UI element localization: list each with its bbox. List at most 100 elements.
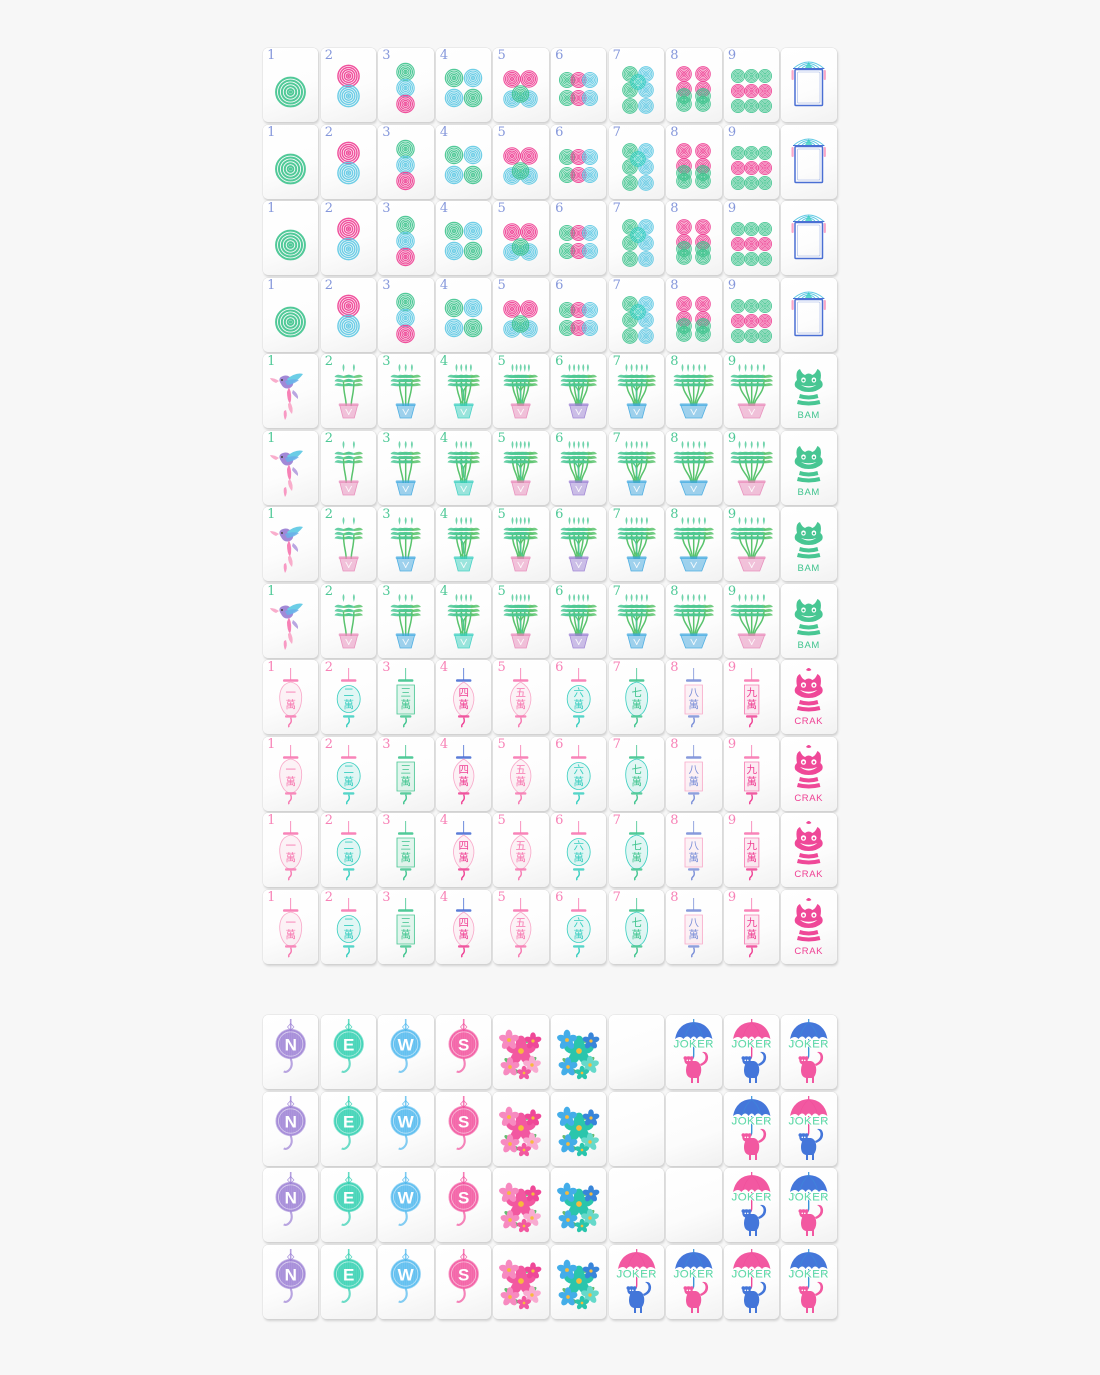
tile-cell[interactable]: 8 八 萬 [665, 659, 723, 736]
tile-cell[interactable]: N [262, 1014, 320, 1091]
tile-cell[interactable]: 1 [262, 353, 320, 430]
tile-cell[interactable]: 6 [550, 583, 608, 660]
mahjong-tile-craks-9[interactable]: 9 九 萬 [723, 736, 780, 811]
mahjong-tile-dots-5[interactable]: 5 [493, 124, 549, 199]
tile-cell[interactable]: 5 [492, 430, 550, 507]
mahjong-tile-dots-white-dragon[interactable] [781, 48, 837, 123]
tile-cell[interactable] [492, 1091, 550, 1168]
mahjong-tile-dots-2[interactable]: 2 [320, 277, 377, 352]
mahjong-tile-dots-6[interactable]: 6 [551, 277, 607, 352]
tile-cell[interactable]: 9 九 萬 [723, 889, 781, 966]
mahjong-tile-dots-1[interactable]: 1 [263, 277, 319, 352]
tile-cell[interactable]: 6 六 萬 [550, 812, 608, 889]
tile-cell[interactable]: N [262, 1167, 320, 1244]
tile-cell[interactable]: E [320, 1244, 378, 1321]
tile-cell[interactable] [665, 1167, 723, 1244]
mahjong-tile-bams-4[interactable]: 4 [435, 430, 492, 505]
mahjong-tile-craks-9[interactable]: 9 九 萬 [723, 889, 780, 964]
tile-cell[interactable]: 4 [435, 47, 493, 124]
tile-cell[interactable] [608, 1167, 666, 1244]
mahjong-tile-dots-7[interactable]: 7 [608, 277, 665, 352]
tile-cell[interactable] [780, 277, 838, 354]
tile-cell[interactable]: 2 二 萬 [320, 889, 378, 966]
mahjong-tile-craks-3[interactable]: 3 三 萬 [378, 660, 434, 735]
mahjong-tile-joker[interactable]: JOKER JOKER [723, 1015, 780, 1090]
mahjong-tile-dots-8[interactable]: 8 [666, 201, 722, 276]
mahjong-tile-craks-red-dragon[interactable]: CRAK [781, 813, 837, 888]
mahjong-tile-bams-9[interactable]: 9 [723, 583, 780, 658]
mahjong-tile-flower-blue[interactable] [551, 1015, 607, 1090]
tile-cell[interactable]: 9 [723, 124, 781, 201]
tile-cell[interactable]: 2 二 萬 [320, 659, 378, 736]
tile-cell[interactable]: 1 一 萬 [262, 889, 320, 966]
mahjong-tile-joker[interactable]: JOKER JOKER [608, 1244, 665, 1319]
mahjong-tile-east-wind[interactable]: E [320, 1168, 377, 1243]
tile-cell[interactable] [780, 200, 838, 277]
mahjong-tile-bams-8[interactable]: 8 [666, 507, 722, 582]
mahjong-tile-dots-8[interactable]: 8 [666, 48, 722, 123]
mahjong-tile-bams-4[interactable]: 4 [435, 354, 492, 429]
tile-cell[interactable]: 4 [435, 430, 493, 507]
tile-cell[interactable]: 7 [608, 200, 666, 277]
mahjong-tile-craks-9[interactable]: 9 九 萬 [723, 660, 780, 735]
mahjong-tile-bams-1[interactable]: 1 [263, 430, 319, 505]
tile-cell[interactable]: 8 [665, 506, 723, 583]
tile-cell[interactable]: JOKER JOKER [780, 1014, 838, 1091]
mahjong-tile-dots-7[interactable]: 7 [608, 201, 665, 276]
tile-cell[interactable]: 1 [262, 124, 320, 201]
tile-cell[interactable]: CRAK [780, 736, 838, 813]
tile-cell[interactable]: 6 六 萬 [550, 889, 608, 966]
tile-cell[interactable]: W [377, 1091, 435, 1168]
tile-cell[interactable] [608, 1014, 666, 1091]
tile-cell[interactable] [492, 1167, 550, 1244]
mahjong-tile-craks-7[interactable]: 7 七 萬 [608, 660, 665, 735]
mahjong-tile-craks-red-dragon[interactable]: CRAK [781, 889, 837, 964]
mahjong-tile-craks-1[interactable]: 1 一 萬 [263, 889, 319, 964]
tile-cell[interactable]: S [435, 1244, 493, 1321]
tile-cell[interactable] [492, 1244, 550, 1321]
mahjong-tile-bams-3[interactable]: 3 [378, 354, 434, 429]
mahjong-tile-south-wind[interactable]: S [435, 1168, 492, 1243]
mahjong-tile-bams-8[interactable]: 8 [666, 354, 722, 429]
tile-cell[interactable]: 9 [723, 277, 781, 354]
tile-cell[interactable]: 6 [550, 124, 608, 201]
mahjong-tile-flower-pink[interactable] [493, 1091, 549, 1166]
mahjong-tile-dots-white-dragon[interactable] [781, 201, 837, 276]
tile-cell[interactable]: 5 [492, 124, 550, 201]
mahjong-tile-bams-5[interactable]: 5 [493, 507, 549, 582]
mahjong-tile-joker[interactable]: JOKER JOKER [723, 1091, 780, 1166]
tile-cell[interactable]: 3 [377, 583, 435, 660]
mahjong-tile-flower-blue[interactable] [551, 1244, 607, 1319]
mahjong-tile-bams-6[interactable]: 6 [551, 354, 607, 429]
tile-cell[interactable]: 9 [723, 506, 781, 583]
mahjong-tile-dots-5[interactable]: 5 [493, 277, 549, 352]
mahjong-tile-bams-4[interactable]: 4 [435, 507, 492, 582]
mahjong-tile-craks-4[interactable]: 4 四 萬 [435, 660, 492, 735]
mahjong-tile-dots-5[interactable]: 5 [493, 48, 549, 123]
mahjong-tile-bams-2[interactable]: 2 [320, 354, 377, 429]
mahjong-tile-dots-3[interactable]: 3 [378, 48, 434, 123]
tile-cell[interactable]: 7 [608, 430, 666, 507]
tile-cell[interactable]: 7 [608, 583, 666, 660]
mahjong-tile-west-wind[interactable]: W [378, 1015, 434, 1090]
mahjong-tile-bams-9[interactable]: 9 [723, 507, 780, 582]
tile-cell[interactable]: 2 [320, 353, 378, 430]
mahjong-tile-craks-6[interactable]: 6 六 萬 [551, 660, 607, 735]
tile-cell[interactable]: 7 [608, 47, 666, 124]
mahjong-tile-blank[interactable] [608, 1091, 665, 1166]
mahjong-tile-blank[interactable] [666, 1168, 722, 1243]
mahjong-tile-blank[interactable] [608, 1168, 665, 1243]
mahjong-tile-craks-2[interactable]: 2 二 萬 [320, 660, 377, 735]
tile-cell[interactable]: 2 [320, 583, 378, 660]
mahjong-tile-craks-2[interactable]: 2 二 萬 [320, 889, 377, 964]
mahjong-tile-dots-9[interactable]: 9 [723, 201, 780, 276]
mahjong-tile-flower-pink[interactable] [493, 1244, 549, 1319]
tile-cell[interactable] [492, 1014, 550, 1091]
mahjong-tile-flower-pink[interactable] [493, 1015, 549, 1090]
tile-cell[interactable]: CRAK [780, 812, 838, 889]
tile-cell[interactable]: 4 [435, 353, 493, 430]
tile-cell[interactable]: 8 [665, 200, 723, 277]
tile-cell[interactable]: 6 六 萬 [550, 659, 608, 736]
mahjong-tile-dots-8[interactable]: 8 [666, 124, 722, 199]
tile-cell[interactable]: 5 五 萬 [492, 889, 550, 966]
